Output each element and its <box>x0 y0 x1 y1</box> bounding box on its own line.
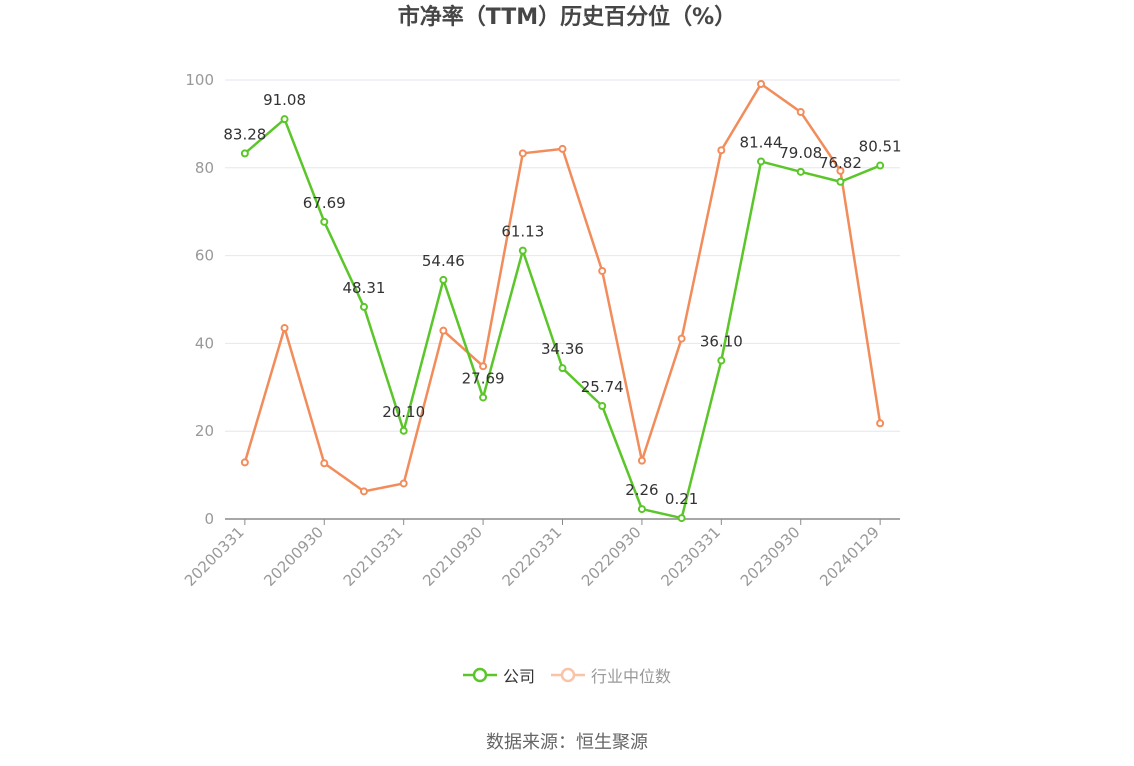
data-point-company <box>280 115 289 124</box>
data-label-company: 36.10 <box>700 333 743 351</box>
data-point-company <box>717 356 726 365</box>
data-point-company <box>479 393 488 402</box>
chart-title: 市净率（TTM）历史百分位（%） <box>397 5 737 30</box>
data-point-industry <box>637 456 646 465</box>
data-label-company: 83.28 <box>223 125 266 143</box>
source-note: 数据来源：恒生聚源 <box>486 732 648 753</box>
data-label-company: 61.13 <box>501 223 544 241</box>
data-label-company: 20.10 <box>382 403 425 421</box>
data-point-company <box>876 161 885 170</box>
y-tick-label: 100 <box>185 71 214 89</box>
data-point-industry <box>598 266 607 275</box>
data-label-company: 27.69 <box>462 369 505 387</box>
data-label-company: 76.82 <box>819 154 862 172</box>
data-point-industry <box>359 487 368 496</box>
data-point-industry <box>757 79 766 88</box>
grid-lines <box>225 79 900 432</box>
x-tick-label: 20200331 <box>181 523 248 590</box>
data-label-company: 91.08 <box>263 91 306 109</box>
x-tick-label: 20210331 <box>340 523 407 590</box>
data-point-industry <box>439 326 448 335</box>
data-label-company: 48.31 <box>342 279 385 297</box>
data-label-company: 80.51 <box>859 138 902 156</box>
x-tick-label: 20200930 <box>260 523 327 590</box>
data-label-company: 2.26 <box>625 481 658 499</box>
legend-item-company[interactable]: 公司 <box>462 663 535 687</box>
series-line-company <box>244 117 881 520</box>
y-tick-label: 40 <box>195 334 214 352</box>
data-point-industry <box>518 149 527 158</box>
y-tick-label: 0 <box>204 510 214 528</box>
data-point-company <box>399 426 408 435</box>
x-tick-label: 20210930 <box>419 523 486 590</box>
data-point-company <box>320 217 329 226</box>
legend: 公司 行业中位数 <box>0 663 1134 687</box>
x-tick-label: 20230331 <box>657 523 724 590</box>
legend-label-company: 公司 <box>502 667 535 686</box>
data-point-company <box>439 275 448 284</box>
data-point-company <box>637 505 646 514</box>
data-point-industry <box>240 458 249 467</box>
data-point-company <box>677 514 686 523</box>
legend-marker-company-icon <box>462 667 497 683</box>
y-tick-label: 80 <box>195 159 214 177</box>
data-labels: 83.28 91.08 67.69 48.31 20.10 54.46 27.69 61.13… <box>223 91 901 508</box>
data-point-industry <box>796 108 805 117</box>
x-tick-label: 20220331 <box>499 523 566 590</box>
x-tick-label: 20220930 <box>578 523 645 590</box>
y-tick-label: 20 <box>195 422 214 440</box>
data-point-company <box>359 302 368 311</box>
legend-marker-industry-icon <box>551 667 585 683</box>
data-point-industry <box>836 166 845 175</box>
data-point-company <box>518 246 527 255</box>
data-label-company: 79.08 <box>779 144 822 162</box>
data-point-industry <box>717 146 726 155</box>
data-label-company: 54.46 <box>422 252 465 270</box>
chart-plot: 0 20 40 60 80 100 20200331 20200930 20210331 2021… <box>181 71 902 590</box>
data-point-company <box>598 402 607 411</box>
data-point-industry <box>399 479 408 488</box>
data-label-company: 0.21 <box>665 490 698 508</box>
data-point-company <box>836 177 845 186</box>
y-tick-label: 60 <box>195 247 214 265</box>
data-label-company: 67.69 <box>303 194 346 212</box>
legend-item-industry[interactable]: 行业中位数 <box>551 663 671 687</box>
data-point-industry <box>320 459 329 468</box>
data-point-company <box>757 157 766 166</box>
x-tick-label: 20230930 <box>737 523 804 590</box>
data-point-industry <box>677 334 686 343</box>
data-point-company <box>558 364 567 373</box>
data-point-company <box>240 149 249 158</box>
data-label-company: 34.36 <box>541 340 584 358</box>
series-points <box>240 79 885 523</box>
data-point-industry <box>876 419 885 428</box>
data-point-company <box>796 167 805 176</box>
data-label-company: 25.74 <box>581 378 624 396</box>
x-tick-label: 20240129 <box>816 523 883 590</box>
data-point-industry <box>479 362 488 371</box>
legend-label-industry: 行业中位数 <box>591 667 672 686</box>
data-label-company: 81.44 <box>740 133 783 151</box>
data-point-industry <box>280 324 289 333</box>
data-point-industry <box>558 144 567 153</box>
